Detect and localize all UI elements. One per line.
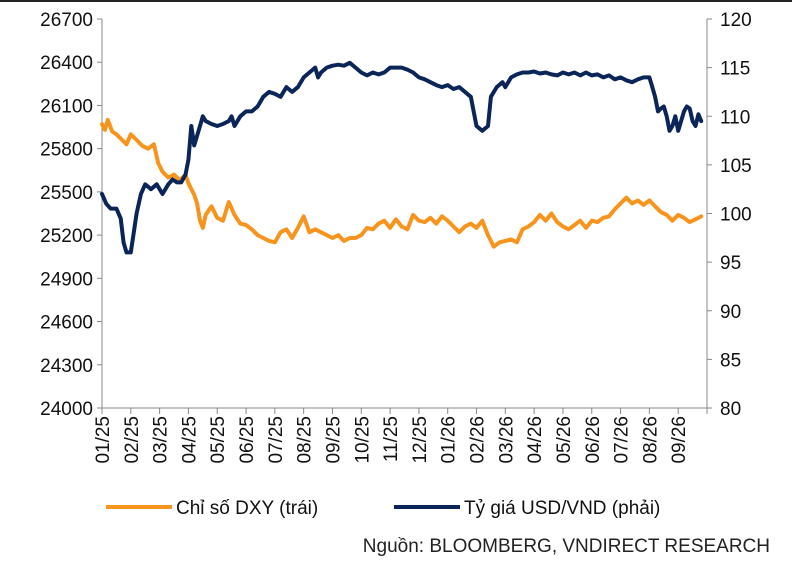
x-tick-label: 08/25 [295, 416, 316, 464]
legend-item-dxy: Chỉ số DXY (trái) [106, 498, 318, 519]
x-tick-label: 11/25 [381, 416, 402, 462]
left-tick-label: 24000 [40, 399, 93, 420]
x-tick-label: 06/26 [583, 416, 604, 464]
x-tick-label: 02/25 [122, 416, 143, 464]
left-tick-label: 25200 [40, 226, 93, 247]
right-tick-label: 85 [720, 350, 741, 371]
top-rule [0, 0, 792, 2]
x-tick-label: 04/26 [525, 416, 546, 464]
x-tick-label: 01/26 [439, 416, 460, 464]
x-tick-label: 08/26 [640, 416, 661, 464]
legend-item-usdvnd: Tỷ giá USD/VND (phải) [394, 498, 660, 519]
left-tick-label: 26400 [40, 53, 93, 74]
x-tick-label: 09/25 [323, 416, 344, 464]
left-tick-label: 24600 [40, 313, 93, 334]
right-tick-label: 105 [720, 156, 752, 177]
right-tick-label: 80 [720, 399, 741, 420]
series-line-usdvnd [100, 60, 704, 255]
right-tick-label: 90 [720, 302, 741, 323]
right-y-axis: 80 85 90 95 100 105 110 115 120 [707, 10, 752, 420]
x-tick-label: 05/26 [554, 416, 575, 464]
right-tick-label: 95 [720, 253, 741, 274]
x-tick-label: 10/25 [352, 416, 373, 464]
left-tick-label: 25800 [40, 140, 93, 161]
right-tick-label: 115 [720, 59, 750, 80]
left-tick-label: 24900 [40, 269, 93, 290]
left-tick-label: 24300 [40, 356, 93, 377]
x-tick-label: 03/25 [151, 416, 172, 464]
series-line-dxy [100, 117, 704, 249]
right-tick-label: 110 [720, 107, 750, 128]
series-group [100, 60, 704, 255]
legend-label-dxy: Chỉ số DXY (trái) [176, 498, 318, 519]
legend: Chỉ số DXY (trái) Tỷ giá USD/VND (phải) [106, 498, 660, 519]
x-tick-label: 04/25 [179, 416, 200, 464]
x-tick-label: 02/26 [468, 416, 489, 464]
x-tick-label: 05/25 [208, 416, 229, 464]
x-tick-label: 06/25 [237, 416, 258, 464]
right-tick-label: 100 [720, 205, 752, 226]
legend-label-usdvnd: Tỷ giá USD/VND (phải) [464, 498, 660, 519]
left-y-axis: 24000 24300 24600 24900 25200 25500 25800 26100… [40, 10, 102, 420]
x-tick-label: 03/26 [496, 416, 517, 464]
left-tick-label: 26100 [40, 96, 93, 117]
x-axis: 01/25 02/25 03/25 04/25 05/25 06/25 07/25 08/25… [93, 408, 708, 464]
x-tick-label: 07/25 [266, 416, 287, 464]
right-tick-label: 120 [720, 10, 752, 31]
x-tick-label: 12/25 [410, 416, 431, 464]
x-tick-label: 01/25 [93, 416, 114, 464]
x-tick-label: 07/26 [612, 416, 633, 464]
left-tick-label: 26700 [40, 10, 93, 31]
x-tick-label: 09/26 [669, 416, 690, 464]
source-note: Nguồn: BLOOMBERG, VNDIRECT RESEARCH [363, 536, 770, 557]
left-tick-label: 25500 [40, 183, 93, 204]
